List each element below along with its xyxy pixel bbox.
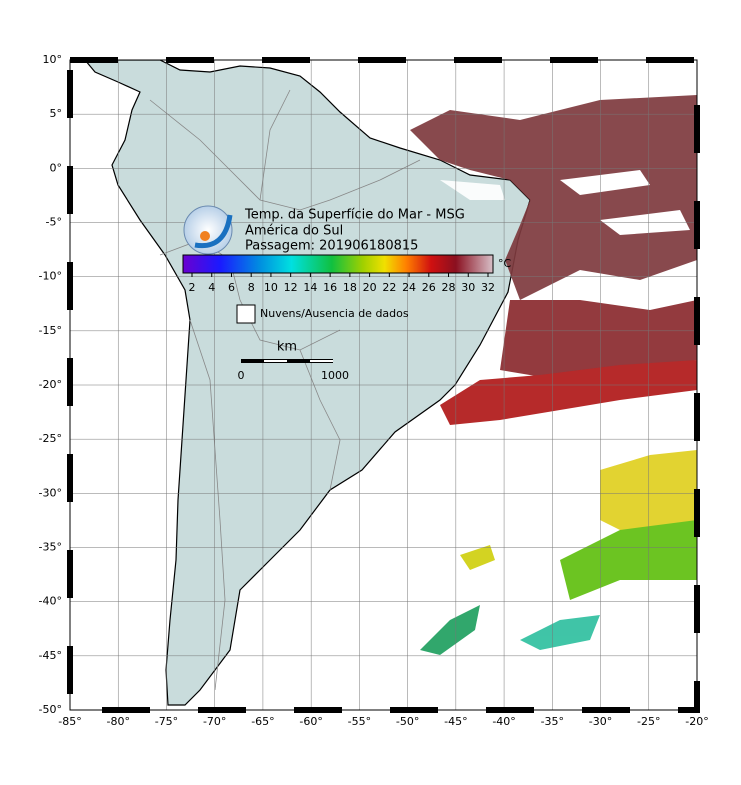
lat-label: -40° [39,595,62,608]
lon-label: -20° [685,715,708,728]
colorbar [182,254,494,274]
colorbar-label: 24 [402,281,416,294]
colorbar-label: 20 [363,281,377,294]
lon-label: -80° [106,715,129,728]
lon-label: -70° [203,715,226,728]
lon-label: -45° [444,715,467,728]
frame-border [67,57,700,713]
lon-label: -40° [492,715,515,728]
lat-label: -50° [39,703,62,716]
lon-label: -65° [251,715,274,728]
scale-label: 1000 [321,369,349,382]
colorbar-label: 16 [323,281,337,294]
lat-label: -15° [39,324,62,337]
lon-label: -85° [58,715,81,728]
scale-bar-seg [264,360,287,362]
lat-label: -10° [39,270,62,283]
lon-label: -25° [637,715,660,728]
lat-label: -45° [39,649,62,662]
scale-unit: km [277,340,297,355]
colorbar-label: 2 [189,281,196,294]
lon-label: -35° [541,715,564,728]
scale-bar-seg [310,360,333,362]
sst-data [410,95,697,655]
colorbar-ticks: 2 4 6 8 10 12 14 16 18 20 22 24 26 28 30 32 [189,273,495,294]
colorbar-label: 10 [264,281,278,294]
legend-panel: Temp. da Superfície do Mar - MSG América… [182,205,512,382]
colorbar-label: 14 [303,281,317,294]
cloud-swatch [236,304,256,324]
logo-sun [200,231,210,241]
colorbar-label: 28 [442,281,456,294]
colorbar-label: 30 [461,281,475,294]
colorbar-label: 4 [208,281,215,294]
title: Temp. da Superfície do Mar - MSG [244,208,465,223]
subtitle: América do Sul [245,224,343,239]
colorbar-label: 26 [422,281,436,294]
pass-time: Passagem: 201906180815 [245,239,418,254]
lon-label: -50° [396,715,419,728]
lon-label: -75° [155,715,178,728]
colorbar-label: 8 [248,281,255,294]
logo-arrow [194,214,233,249]
colorbar-unit: °C [498,257,512,270]
graticule [69,59,698,711]
lon-label: -60° [299,715,322,728]
cloud-legend: Nuvens/Ausencia de dados [260,307,409,320]
colorbar-label: 12 [284,281,298,294]
lon-label: -30° [589,715,612,728]
colorbar-label: 6 [228,281,235,294]
lat-label: -20° [39,378,62,391]
lat-label: 0° [50,161,63,174]
lat-label: -35° [39,541,62,554]
lat-label: 10° [43,53,63,66]
colorbar-label: 22 [382,281,396,294]
lon-label: -55° [348,715,371,728]
colorbar-label: 32 [481,281,495,294]
lat-label: -30° [39,486,62,499]
colorbar-label: 18 [343,281,357,294]
lat-label: -5° [46,216,62,229]
scale-label: 0 [238,369,245,382]
lat-label: -25° [39,432,62,445]
lat-label: 5° [50,107,63,120]
